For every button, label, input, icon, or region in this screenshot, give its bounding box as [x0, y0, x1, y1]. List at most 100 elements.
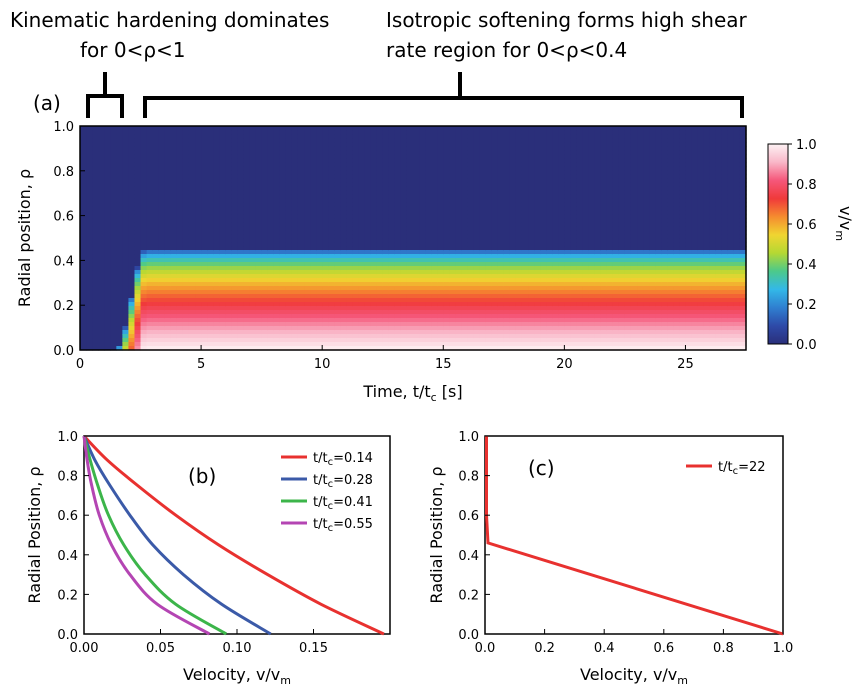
heatmap-cell [267, 270, 275, 275]
heatmap-cell [195, 182, 202, 187]
heatmap-cell [261, 262, 269, 267]
heatmap-cell [188, 130, 196, 135]
heatmap-cell [152, 310, 160, 315]
heatmap-cell [297, 222, 305, 227]
heatmap-cell [370, 270, 378, 275]
heatmap-cell [322, 330, 329, 335]
heatmap-cell [322, 218, 329, 223]
heatmap-cell [310, 170, 317, 175]
heatmap-cell [243, 294, 251, 299]
heatmap-cell [310, 326, 317, 331]
heatmap-cell [134, 218, 142, 223]
heatmap-cell [370, 206, 378, 211]
heatmap-cell [225, 258, 232, 263]
heatmap-cell [249, 154, 257, 159]
heatmap-cell [594, 210, 602, 215]
heatmap-cell [188, 286, 196, 291]
heatmap-cell [334, 150, 341, 155]
heatmap-cell [322, 166, 329, 171]
heatmap-cell [509, 266, 517, 271]
heatmap-cell [382, 218, 390, 223]
heatmap-cell [346, 214, 354, 219]
heatmap-cell [594, 306, 602, 311]
heatmap-cell [370, 338, 378, 343]
heatmap-cell [297, 218, 305, 223]
heatmap-cell [528, 322, 535, 327]
heatmap-cell [188, 298, 196, 303]
heatmap-cell [546, 138, 553, 143]
heatmap-cell [146, 306, 154, 311]
heatmap-cell [558, 322, 565, 327]
heatmap-cell [86, 182, 93, 187]
heatmap-cell [128, 318, 136, 323]
heatmap-cell [92, 326, 99, 331]
heatmap-cell [497, 234, 505, 239]
heatmap-cell [80, 314, 87, 319]
heatmap-cell [473, 134, 481, 139]
heatmap-cell [346, 318, 354, 323]
heatmap-cell [140, 266, 148, 271]
heatmap-cell [540, 310, 547, 315]
heatmap-cell [80, 174, 87, 179]
heatmap-cell [346, 246, 354, 251]
heatmap-cell [316, 138, 323, 143]
heatmap-cell [443, 342, 450, 347]
heatmap-cell [413, 294, 420, 299]
heatmap-cell [394, 302, 402, 307]
heatmap-cell [382, 174, 390, 179]
heatmap-cell [358, 126, 366, 131]
heatmap-cell [170, 278, 178, 283]
heatmap-cell [128, 210, 136, 215]
heatmap-cell [400, 202, 408, 207]
heatmap-cell [225, 150, 232, 155]
heatmap-cell [219, 158, 226, 163]
heatmap-cell [346, 282, 354, 287]
heatmap-cell [116, 170, 123, 175]
heatmap-cell [406, 266, 414, 271]
heatmap-cell [534, 250, 541, 255]
heatmap-cell [364, 262, 372, 267]
heatmap-cell [231, 262, 239, 267]
heatmap-cell [340, 230, 347, 235]
heatmap-cell [158, 126, 166, 131]
heatmap-cell [128, 294, 136, 299]
annotation-isotropic-line1: Isotropic softening forms high shear [386, 8, 748, 32]
heatmap-cell [110, 262, 117, 267]
heatmap-cell [195, 126, 202, 131]
heatmap-cell [358, 302, 366, 307]
heatmap-cell [146, 154, 154, 159]
heatmap-cell [134, 174, 142, 179]
heatmap-cell [582, 298, 590, 303]
heatmap-cell [310, 334, 317, 339]
heatmap-cell [152, 242, 160, 247]
heatmap-cell [249, 170, 257, 175]
heatmap-cell [207, 210, 214, 215]
heatmap-cell [213, 318, 220, 323]
heatmap-cell [164, 290, 172, 295]
heatmap-cell [600, 130, 608, 135]
heatmap-cell [334, 242, 341, 247]
heatmap-cell [188, 294, 196, 299]
heatmap-cell [594, 134, 602, 139]
heatmap-cell [455, 190, 463, 195]
heatmap-cell [400, 206, 408, 211]
heatmap-cell [116, 306, 123, 311]
heatmap-cell [594, 302, 602, 307]
heatmap-cell [497, 254, 505, 259]
heatmap-cell [534, 322, 541, 327]
heatmap-cell [328, 154, 335, 159]
heatmap-cell [176, 234, 184, 239]
heatmap-cell [195, 142, 202, 147]
heatmap-cell [279, 238, 287, 243]
heatmap-cell [340, 146, 347, 151]
heatmap-cell [376, 178, 384, 183]
heatmap-cell [195, 274, 202, 279]
heatmap-cell [92, 230, 99, 235]
heatmap-cell [134, 142, 142, 147]
heatmap-cell [219, 126, 226, 131]
heatmap-cell [316, 306, 323, 311]
heatmap-cell [534, 162, 541, 167]
heatmap-cell [291, 218, 299, 223]
heatmap-cell [509, 186, 517, 191]
heatmap-cell [540, 226, 547, 231]
